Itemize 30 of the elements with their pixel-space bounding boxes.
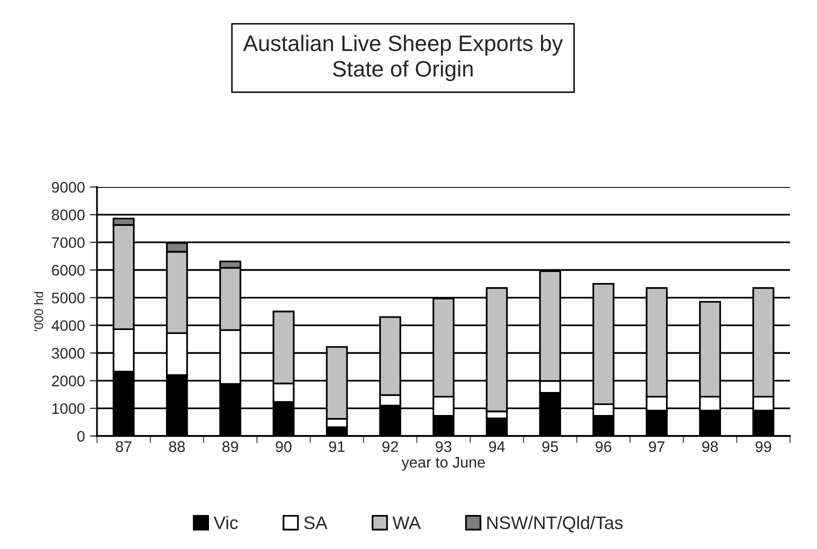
x-tick-label: 89	[222, 441, 238, 452]
chart-title: Austalian Live Sheep Exports by State of Origin	[243, 34, 563, 82]
y-axis-title: '000 hd	[34, 292, 44, 332]
x-tick-label: 90	[276, 441, 292, 452]
x-tick-label: 99	[756, 441, 772, 452]
y-tick-label: 1000	[52, 403, 85, 414]
x-tick-label: 98	[702, 441, 718, 452]
y-tick-label: 5000	[52, 292, 85, 304]
x-tick-label: 96	[596, 441, 612, 452]
x-tick-label: 92	[382, 441, 398, 452]
legend-label: NSW/NT/Qld/Tas	[487, 516, 623, 532]
x-tick-label: 88	[169, 441, 185, 452]
y-tick-label: 4000	[52, 320, 85, 332]
x-tick-label: 91	[329, 441, 345, 452]
legend-label: Vic	[214, 516, 238, 530]
y-tick-label: 9000	[52, 182, 85, 193]
x-tick-label: 97	[648, 441, 664, 452]
x-tick-label: 95	[542, 441, 558, 452]
x-tick-label: 87	[116, 441, 132, 452]
x-tick-label: 93	[436, 441, 452, 452]
legend-label: SA	[304, 516, 328, 530]
x-axis-title: year to June	[402, 457, 485, 471]
y-tick-label: 7000	[52, 237, 85, 248]
y-tick-label: 8000	[52, 210, 85, 220]
y-tick-label: 3000	[52, 348, 85, 359]
y-tick-label: 6000	[52, 264, 85, 276]
y-tick-label: 2000	[52, 376, 85, 386]
legend-label: WA	[392, 516, 421, 530]
y-tick-label: 0	[77, 430, 85, 442]
x-tick-label: 94	[489, 441, 505, 452]
